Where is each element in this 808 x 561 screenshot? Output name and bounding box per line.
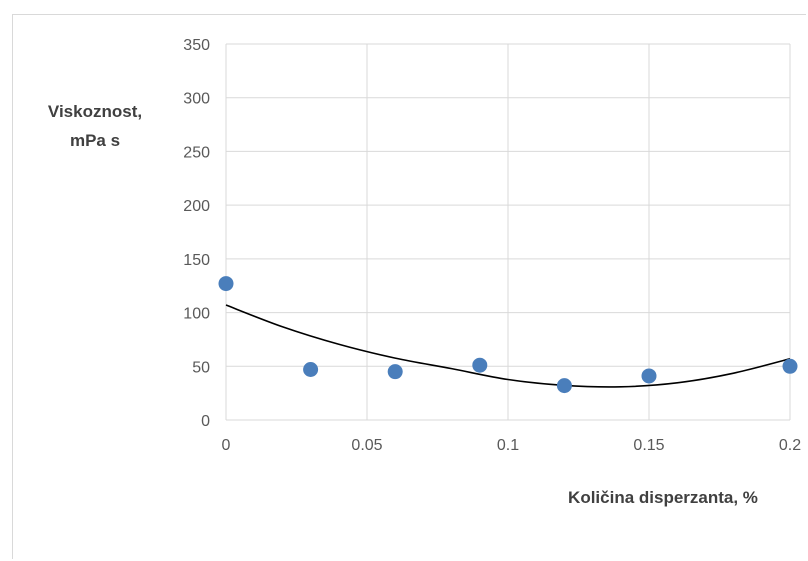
y-tick-label: 50 [192,359,210,376]
y-axis-title-line-2: mPa s [70,131,120,150]
y-tick-label: 250 [183,144,210,161]
y-tick-label: 200 [183,198,210,215]
grid-lines [225,43,791,421]
y-axis-title-line-1: Viskoznost, [48,102,142,121]
y-axis-ticks: 0 50 100 150 200 250 300 350 [183,37,210,430]
x-tick-label: 0.05 [351,437,382,454]
y-tick-label: 350 [183,37,210,54]
x-tick-label: 0.1 [497,437,519,454]
chart-frame [12,14,806,559]
data-point [782,358,798,374]
trendline [225,304,791,388]
data-point [218,276,234,292]
x-axis-title: Količina disperzanta, % [568,488,758,507]
data-point [641,368,657,384]
data-points [218,276,798,394]
x-axis-ticks: 0 0.05 0.1 0.15 0.2 [222,437,802,454]
y-tick-label: 0 [201,413,210,430]
x-tick-label: 0 [222,437,231,454]
data-point [472,357,488,373]
y-tick-label: 100 [183,306,210,323]
data-point [303,362,319,378]
y-tick-label: 300 [183,91,210,108]
data-point [387,364,403,380]
y-tick-label: 150 [183,252,210,269]
data-point [556,378,572,394]
x-tick-label: 0.15 [633,437,664,454]
x-tick-label: 0.2 [779,437,801,454]
